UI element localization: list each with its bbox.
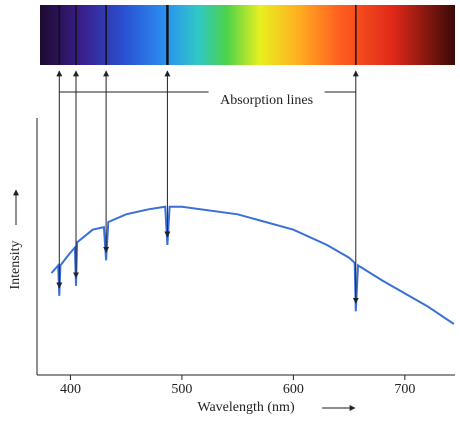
x-axis-label: Wavelength (nm): [197, 400, 295, 415]
x-tick-label: 600: [283, 382, 304, 397]
intensity-curve: [50, 205, 455, 325]
x-tick-label: 700: [394, 382, 415, 397]
y-axis-label: Intensity: [8, 241, 23, 290]
x-tick-label: 400: [60, 382, 81, 397]
x-tick-label: 500: [171, 382, 192, 397]
annotation-box: [208, 83, 325, 101]
annotation: Absorption lines: [220, 93, 313, 108]
spectrum-bar: [40, 5, 455, 65]
